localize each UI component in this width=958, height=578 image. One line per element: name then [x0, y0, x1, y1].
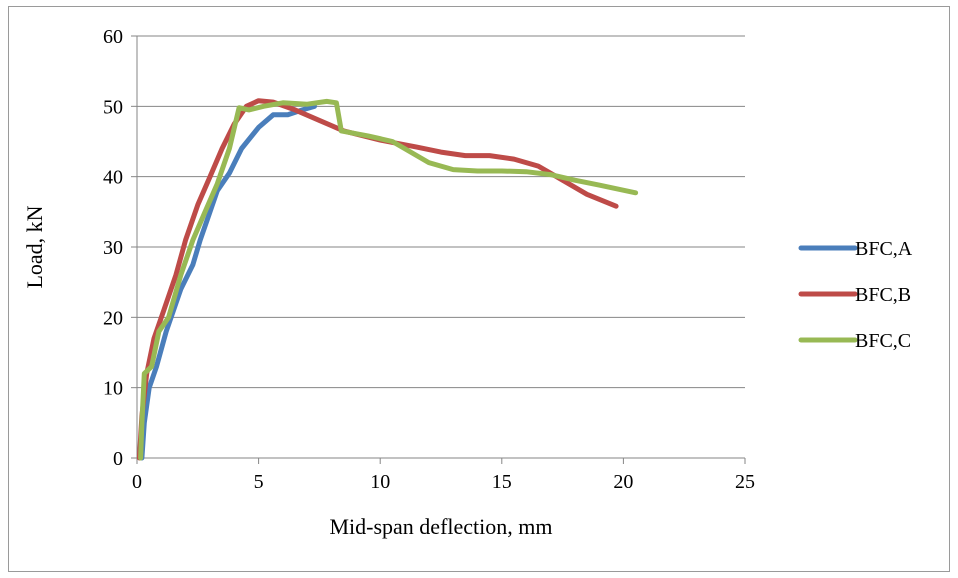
chart-frame: [8, 6, 950, 572]
series-line-2: [136, 98, 619, 461]
y-axis-label: Load, kN: [22, 205, 47, 288]
y-tick-label-0: 0: [113, 448, 123, 470]
x-axis-label: Mid-span deflection, mm: [329, 514, 552, 539]
series-line-3: [138, 98, 639, 461]
y-tick-label-30: 30: [103, 237, 123, 259]
legend-label-1: BFC,A: [855, 238, 913, 260]
x-tick-label-25: 25: [735, 471, 755, 493]
y-tick-label-60: 60: [103, 26, 123, 48]
legend-label-3: BFC,C: [855, 330, 911, 352]
y-tick-labels: 0 10 20 30 40 50 60: [103, 26, 123, 470]
x-tick-label-0: 0: [132, 471, 142, 493]
x-tick-label-15: 15: [492, 471, 512, 493]
x-tick-label-20: 20: [613, 471, 633, 493]
y-tick-label-50: 50: [103, 96, 123, 118]
series-lines: [136, 98, 639, 461]
y-tick-label-20: 20: [103, 307, 123, 329]
x-tick-label-10: 10: [370, 471, 390, 493]
x-tick-label-5: 5: [254, 471, 264, 493]
axes: [131, 35, 746, 464]
x-tick-labels: 0 5 10 15 20 25: [132, 471, 755, 493]
y-tick-label-40: 40: [103, 167, 123, 189]
legend: BFC,A BFC,B BFC,C: [798, 238, 913, 352]
gridlines: [137, 35, 745, 389]
legend-label-2: BFC,B: [855, 284, 911, 306]
series-line-1: [139, 103, 317, 461]
y-tick-label-10: 10: [103, 378, 123, 400]
